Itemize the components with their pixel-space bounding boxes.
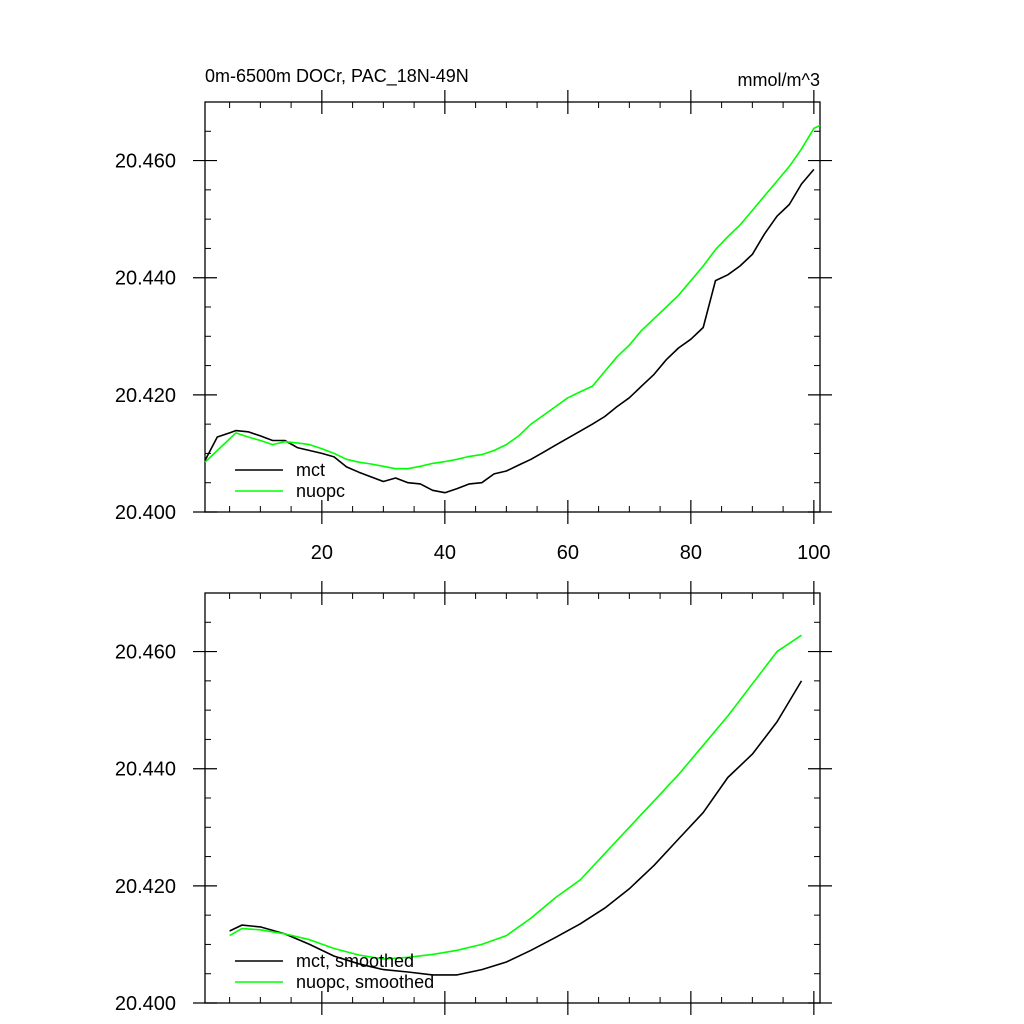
chart-title: 0m-6500m DOCr, PAC_18N-49N [205, 66, 469, 87]
y-tick-label: 20.440 [115, 268, 176, 290]
x-tick-label: 60 [557, 542, 579, 564]
top-panel: 0m-6500m DOCr, PAC_18N-49N mmol/m^3 20 40… [115, 66, 832, 564]
units-label: mmol/m^3 [738, 70, 820, 90]
y-tick-label: 20.400 [115, 993, 176, 1015]
series-line-nuopc [204, 124, 821, 470]
y-axis-tick-labels: 20.400 20.420 20.440 20.460 [115, 642, 176, 1015]
major-ticks [193, 581, 832, 1015]
y-tick-label: 20.460 [115, 151, 176, 173]
y-tick-label: 20.440 [115, 759, 176, 781]
series-line-mct-smoothed [229, 680, 803, 976]
y-tick-label: 20.420 [115, 876, 176, 898]
bottom-panel: 20.400 20.420 20.440 20.460 mct, smoothednu… [115, 581, 832, 1015]
x-tick-label: 40 [434, 542, 456, 564]
legend-label: mct, smoothed [296, 951, 414, 971]
x-tick-label: 20 [311, 542, 333, 564]
series-line-nuopc-smoothed [229, 634, 802, 960]
series-layer [204, 124, 821, 494]
y-axis-tick-labels: 20.400 20.420 20.440 20.460 [115, 151, 176, 524]
legend-label: nuopc [296, 481, 345, 501]
x-axis-tick-labels: 20 40 60 80 100 [311, 542, 831, 564]
minor-ticks [205, 102, 820, 512]
series-line-mct [204, 168, 815, 494]
series-layer [229, 634, 803, 976]
minor-ticks [205, 593, 820, 1003]
x-tick-label: 100 [797, 542, 830, 564]
legend-label: nuopc, smoothed [296, 972, 434, 992]
x-tick-label: 80 [680, 542, 702, 564]
major-ticks [193, 90, 832, 524]
legend-label: mct [296, 460, 325, 480]
y-tick-label: 20.460 [115, 642, 176, 664]
y-tick-label: 20.420 [115, 385, 176, 407]
y-tick-label: 20.400 [115, 502, 176, 524]
